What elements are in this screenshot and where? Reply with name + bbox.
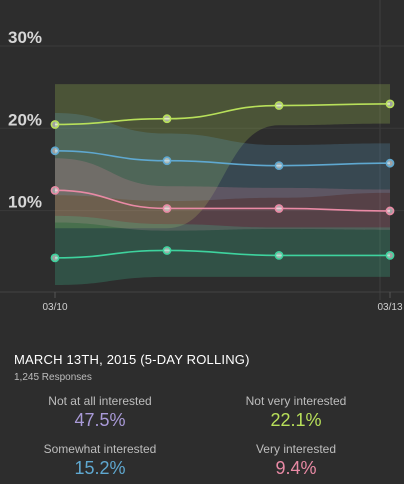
stat-value: 22.1%	[270, 410, 322, 430]
stat-not-at-all-interested: Not at all interested 47.5%	[0, 394, 200, 431]
stat-value: 47.5%	[74, 410, 126, 430]
data-points	[50, 99, 395, 263]
x-tick-label: 03/10	[42, 302, 67, 313]
stat-label: Not very interested	[245, 394, 347, 408]
series-line	[54, 150, 391, 167]
axis-labels: 30% 20% 10% 03/10 03/13	[8, 28, 403, 313]
y-tick-label: 20%	[8, 110, 42, 129]
data-point	[385, 99, 395, 109]
data-point	[162, 246, 172, 255]
data-point	[385, 251, 395, 260]
confidence-band	[55, 215, 390, 286]
series-line	[54, 249, 390, 259]
series-line	[54, 189, 391, 212]
stat-very-interested: Very interested 9.4%	[196, 442, 396, 479]
line-chart: 30% 20% 10% 03/10 03/13	[0, 0, 404, 313]
summary-panel: MARCH 13TH, 2015 (5-DAY ROLLING) 1,245 R…	[0, 352, 404, 484]
stat-label: Very interested	[255, 442, 337, 456]
stat-somewhat-interested: Somewhat interested 15.2%	[0, 442, 200, 479]
series-lines	[54, 103, 391, 259]
data-point	[50, 253, 60, 263]
stat-value: 15.2%	[74, 458, 126, 478]
y-tick-label: 30%	[8, 28, 42, 47]
data-point	[162, 114, 172, 124]
data-point	[385, 158, 395, 168]
summary-title: MARCH 13TH, 2015 (5-DAY ROLLING)	[14, 352, 250, 367]
data-point	[162, 156, 172, 166]
data-point	[274, 251, 284, 260]
stat-label: Somewhat interested	[43, 442, 157, 456]
data-point	[50, 120, 60, 129]
data-point	[162, 204, 172, 213]
data-point	[274, 161, 284, 171]
stat-label: Not at all interested	[48, 394, 152, 408]
grid-lines	[0, 0, 404, 300]
stat-not-very-interested: Not very interested 22.1%	[196, 394, 396, 431]
data-point	[274, 204, 284, 213]
stat-value: 9.4%	[275, 458, 317, 478]
data-point	[50, 146, 60, 156]
x-tick-label: 03/13	[377, 302, 402, 313]
responses-count: 1,245 Responses	[14, 372, 92, 383]
data-point	[50, 185, 60, 195]
confidence-band	[55, 112, 390, 202]
data-point	[274, 101, 284, 110]
data-point	[385, 206, 395, 216]
series-line	[54, 103, 391, 126]
confidence-band	[55, 158, 390, 231]
y-tick-label: 10%	[8, 193, 42, 212]
